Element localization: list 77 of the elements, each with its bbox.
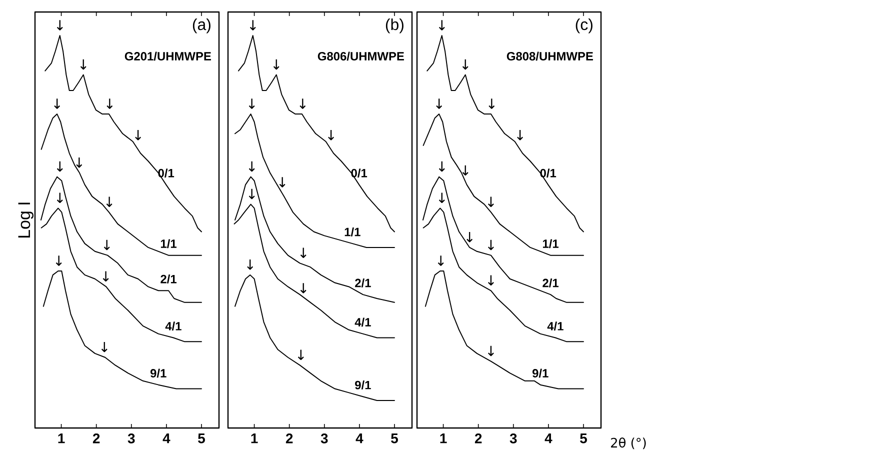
x-tick-label: 5 <box>391 434 398 444</box>
x-tick-label: 2 <box>286 434 293 444</box>
series-label: 1/1 <box>542 239 559 248</box>
x-tick-label: 1 <box>251 434 258 444</box>
annotation: ↓ <box>438 192 445 204</box>
x-tick-label: 3 <box>510 434 517 444</box>
series-label: 0/1 <box>158 168 174 178</box>
annotation: ↓ <box>56 20 63 30</box>
series-label: 1/1 <box>344 227 360 236</box>
series-label: 9/1 <box>532 368 548 378</box>
x-tick-label: 3 <box>128 434 135 444</box>
annotation: ↓ <box>248 98 255 109</box>
annotation: ↓ <box>517 130 524 140</box>
annotation: ↓ <box>438 20 445 30</box>
x-tick-label: 2 <box>92 434 100 444</box>
x-tick-label: 3 <box>320 434 328 444</box>
series-label: 1/1 <box>160 239 177 248</box>
annotation: ↓ <box>488 275 494 286</box>
annotation: ↓ <box>106 196 112 207</box>
x-tick-label: 5 <box>580 434 587 444</box>
series-label: 2/1 <box>542 278 559 288</box>
series-label: 9/1 <box>150 368 166 378</box>
annotation: ↓ <box>279 177 286 188</box>
chart-title: (a) <box>192 18 210 34</box>
series-label: 0/1 <box>351 168 368 178</box>
series-label: 0/1 <box>540 168 556 178</box>
x-tick-label: 4 <box>162 434 170 444</box>
series-label: 4/1 <box>165 322 182 331</box>
text: G808/UHMWPE <box>506 52 593 61</box>
x-tick-label: 5 <box>198 434 205 444</box>
x-tick-label: 2 <box>474 434 482 444</box>
annotation: ↓ <box>488 240 494 250</box>
annotation: ↓ <box>488 98 495 109</box>
series-label: 2/1 <box>160 274 177 284</box>
y-axis-title: Log I <box>18 202 34 238</box>
annotation: ↓ <box>248 188 255 200</box>
x-tick-label: 4 <box>544 434 552 444</box>
annotation: ↓ <box>106 98 113 109</box>
annotation: ↓ <box>56 256 62 266</box>
annotation: ↓ <box>101 342 108 352</box>
annotation: ↓ <box>80 59 86 70</box>
series-label: 4/1 <box>354 318 371 327</box>
annotation: ↓ <box>56 161 63 172</box>
x-tick-label: 1 <box>58 434 65 444</box>
annotation: ↓ <box>298 350 304 360</box>
x-axis-title: 2θ (°) <box>611 438 646 450</box>
annotation: ↓ <box>488 196 494 207</box>
annotation: ↓ <box>76 157 82 168</box>
series-label: 4/1 <box>547 322 564 331</box>
series-label: 9/1 <box>355 380 371 390</box>
annotation: ↓ <box>250 20 256 30</box>
annotation: ↓ <box>54 98 60 109</box>
annotation: ↓ <box>462 165 468 176</box>
annotation: ↓ <box>56 192 63 204</box>
annotation: ↓ <box>247 260 254 270</box>
annotation: ↓ <box>438 161 445 172</box>
annotation: ↓ <box>273 59 280 70</box>
annotation: ↓ <box>135 130 142 140</box>
annotation: ↓ <box>462 59 468 70</box>
annotation: ↓ <box>488 346 494 356</box>
x-tick-label: 4 <box>356 434 364 444</box>
text: G201/UHMWPE <box>124 52 211 61</box>
annotation: ↓ <box>300 98 306 109</box>
annotation: ↓ <box>328 130 334 140</box>
annotation: ↓ <box>466 232 473 242</box>
x-tick-label: 1 <box>440 434 447 444</box>
annotation: ↓ <box>300 248 306 258</box>
annotation: ↓ <box>438 256 444 266</box>
annotation: ↓ <box>248 161 255 172</box>
series-label: 2/1 <box>355 278 371 288</box>
chart-title: (b) <box>386 18 404 34</box>
chart-title: (c) <box>576 18 592 34</box>
annotation: ↓ <box>104 240 110 250</box>
annotation: ↓ <box>102 271 109 282</box>
annotation: ↓ <box>436 98 442 109</box>
annotation: ↓ <box>300 283 306 294</box>
text: G806/UHMWPE <box>318 52 404 61</box>
